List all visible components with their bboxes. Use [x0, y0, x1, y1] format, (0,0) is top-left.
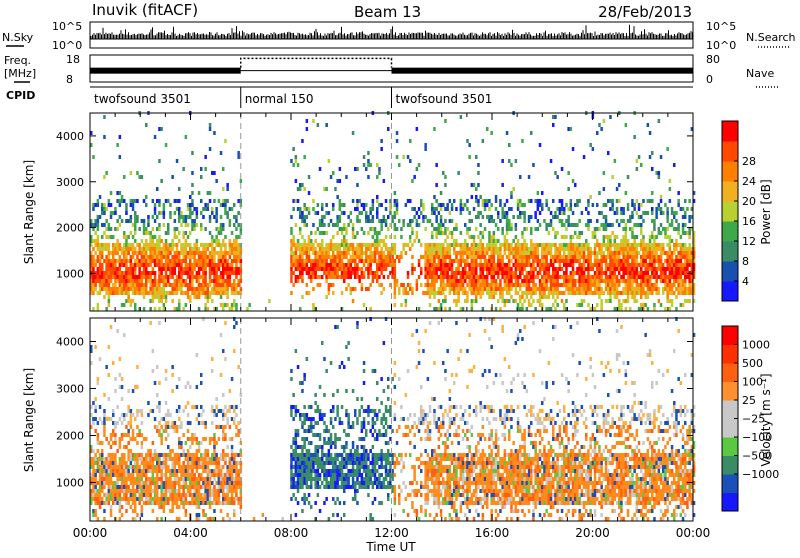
time-axis: 00:00 04:00 08:00 12:00 16:00 20:00 00:00: [73, 526, 711, 540]
sky-noise-ytick-bottom: 10^0: [52, 39, 82, 52]
nave-ytick-top: 80: [706, 53, 720, 66]
xtick-label: 08:00: [274, 526, 309, 540]
colorbar-swatch: [722, 400, 738, 419]
power-colorbar-label: Power [dB]: [759, 179, 773, 244]
colorbar-swatch: [722, 141, 738, 162]
search-noise-ytick-top: 10^5: [706, 20, 736, 33]
cpid-segment-label: twofsound 3501: [396, 92, 493, 106]
colorbar-tick-label: 25: [742, 394, 756, 407]
nave-ytick-bottom: 0: [706, 73, 713, 86]
ytick-label: 1000: [56, 476, 84, 489]
colorbar-tick-label: 16: [742, 215, 756, 228]
power-colorbar: 4 8 12 16 20 24 28: [722, 121, 756, 302]
ytick-label: 3000: [56, 176, 84, 189]
colorbar-swatch: [722, 326, 738, 345]
sky-noise-label: N.Sky: [2, 31, 34, 44]
colorbar-swatch: [722, 345, 738, 364]
xtick-label: 16:00: [475, 526, 510, 540]
power-panel: 1000 2000 3000 4000 4 8 12 16 20 24 28 Slant Rang…: [22, 111, 773, 311]
nave-trace: [241, 58, 392, 67]
ytick-label: 2000: [56, 429, 84, 442]
velocity-colorbar-label: Velocity [m s⁻¹]: [759, 373, 773, 466]
cpid-segments: twofsound 3501 normal 150 twofsound 3501: [94, 87, 492, 108]
cpid-segment-label: twofsound 3501: [94, 92, 191, 106]
colorbar-swatch: [722, 363, 738, 382]
station-title: Inuvik (fitACF): [92, 1, 198, 19]
colorbar-tick-label: 1000: [742, 339, 770, 352]
colorbar-swatch: [722, 281, 738, 302]
ytick-label: 1000: [56, 267, 84, 280]
search-noise-ytick-bottom: 10^0: [706, 39, 736, 52]
colorbar-swatch: [722, 474, 738, 493]
nave-label: Nave: [746, 67, 774, 80]
colorbar-swatch: [722, 382, 738, 401]
colorbar-tick-label: 28: [742, 155, 756, 168]
colorbar-tick-label: 4: [742, 275, 749, 288]
date-title: 28/Feb/2013: [598, 3, 692, 21]
frequency-label-line1: Freq.: [4, 54, 31, 67]
power-heatmap: [90, 111, 695, 311]
xtick-label: 12:00: [374, 526, 409, 540]
colorbar-tick-label: 12: [742, 235, 756, 248]
colorbar-swatch: [722, 241, 738, 262]
colorbar-swatch: [722, 201, 738, 222]
colorbar-swatch: [722, 493, 738, 512]
ytick-label: 3000: [56, 382, 84, 395]
cpid-label: CPID: [6, 89, 35, 102]
colorbar-swatch: [722, 161, 738, 182]
xtick-label: 04:00: [173, 526, 208, 540]
colorbar-tick-label: 8: [742, 255, 749, 268]
colorbar-swatch: [722, 221, 738, 242]
colorbar-swatch: [722, 181, 738, 202]
ytick-label: 4000: [56, 130, 84, 143]
cpid-segment-label: normal 150: [245, 92, 314, 106]
colorbar-swatch: [722, 121, 738, 142]
sky-noise-ytick-top: 10^5: [52, 20, 82, 33]
xtick-label: 00:00: [676, 526, 711, 540]
colorbar-swatch: [722, 456, 738, 475]
xtick-label: 00:00: [73, 526, 108, 540]
velocity-heatmap: [90, 317, 695, 521]
sky-noise-panel: N.Sky 10^5 10^0 10^5 10^0 N.Search: [2, 20, 796, 52]
sky-noise-trace: [91, 25, 693, 39]
colorbar-tick-label: 24: [742, 175, 756, 188]
colorbar-swatch: [722, 261, 738, 282]
time-axis-label: Time UT: [365, 540, 416, 554]
frequency-ytick-bottom: 8: [66, 73, 73, 86]
velocity-ylabel: Slant Range [km]: [22, 368, 36, 472]
ytick-label: 4000: [56, 335, 84, 348]
colorbar-swatch: [722, 419, 738, 438]
ytick-label: 2000: [56, 222, 84, 235]
frequency-ytick-top: 18: [66, 53, 80, 66]
colorbar-swatch: [722, 437, 738, 456]
colorbar-tick-label: 500: [742, 357, 763, 370]
frequency-trace: [90, 68, 693, 74]
search-noise-label: N.Search: [746, 31, 796, 44]
frequency-panel: Freq. [MHz] 18 8 80 0 Nave: [4, 53, 778, 87]
xtick-label: 20:00: [575, 526, 610, 540]
frequency-label-line2: [MHz]: [4, 67, 36, 80]
colorbar-tick-label: −1000: [742, 468, 779, 481]
power-ylabel: Slant Range [km]: [22, 160, 36, 264]
colorbar-tick-label: 20: [742, 195, 756, 208]
beam-title: Beam 13: [354, 3, 421, 21]
